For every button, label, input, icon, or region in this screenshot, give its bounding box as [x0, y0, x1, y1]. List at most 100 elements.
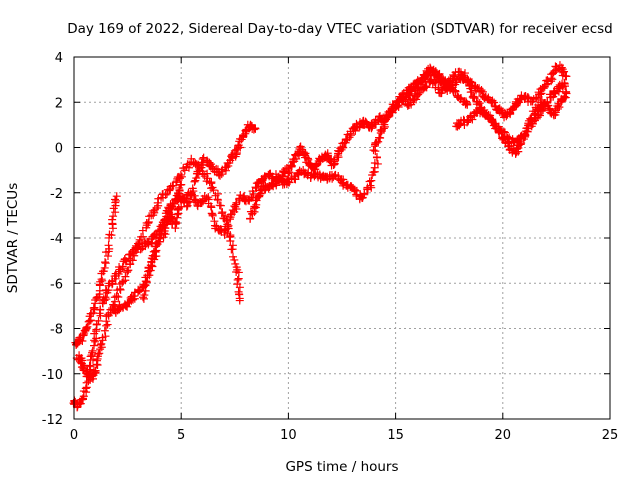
data-point-marker	[96, 305, 105, 314]
data-point-marker	[295, 166, 304, 175]
data-point-marker	[112, 192, 121, 201]
data-point-marker	[398, 90, 407, 99]
data-point-marker	[228, 245, 237, 254]
y-tick-label: -8	[50, 323, 63, 338]
data-point-marker	[463, 100, 472, 109]
data-point-marker	[121, 272, 130, 281]
data-point-marker	[88, 346, 97, 355]
data-point-marker	[171, 217, 180, 226]
data-point-marker	[562, 89, 571, 98]
data-point-marker	[461, 76, 470, 85]
data-marks	[69, 61, 571, 412]
series-track-5	[139, 153, 382, 303]
data-point-marker	[123, 266, 132, 275]
data-point-marker	[169, 199, 178, 208]
data-point-marker	[543, 97, 552, 106]
data-point-marker	[216, 171, 225, 180]
data-point-marker	[177, 172, 186, 181]
data-point-marker	[386, 108, 395, 117]
data-point-marker	[477, 86, 486, 95]
data-point-marker	[516, 132, 525, 141]
data-point-marker	[101, 258, 110, 267]
data-point-marker	[222, 163, 231, 172]
y-tick-label: -2	[50, 187, 63, 202]
data-point-marker	[511, 99, 520, 108]
data-point-marker	[108, 276, 117, 285]
data-point-marker	[86, 352, 95, 361]
data-point-marker	[372, 153, 381, 162]
data-point-marker	[111, 196, 120, 205]
data-point-marker	[199, 170, 208, 179]
x-axis-label: GPS time / hours	[285, 459, 398, 475]
data-point-marker	[95, 349, 104, 358]
data-point-marker	[105, 244, 114, 253]
data-point-marker	[488, 96, 497, 105]
data-point-marker	[161, 224, 170, 233]
y-tick-label: -6	[50, 277, 63, 292]
data-point-marker	[96, 340, 105, 349]
data-point-marker	[94, 349, 103, 358]
data-point-marker	[367, 176, 376, 185]
data-point-marker	[555, 103, 564, 112]
data-point-marker	[362, 118, 371, 127]
data-point-marker	[104, 241, 113, 250]
data-point-marker	[225, 158, 234, 167]
x-tick-labels: 0 5 10 15 20 25	[70, 428, 618, 443]
data-point-marker	[116, 285, 125, 294]
y-tick-label: 4	[55, 51, 63, 66]
data-point-marker	[421, 78, 430, 87]
data-point-marker	[234, 274, 243, 283]
data-point-marker	[369, 168, 378, 177]
data-point-marker	[414, 90, 423, 99]
data-point-marker	[467, 87, 476, 96]
data-point-marker	[251, 124, 260, 133]
data-point-marker	[98, 276, 107, 285]
data-point-marker	[97, 339, 106, 348]
data-point-marker	[465, 81, 474, 90]
data-point-marker	[468, 115, 477, 124]
x-tick-label: 20	[495, 428, 512, 443]
data-point-marker	[82, 324, 91, 333]
data-point-marker	[118, 262, 127, 271]
data-point-marker	[128, 256, 137, 265]
data-point-marker	[108, 215, 117, 224]
data-point-marker	[213, 196, 222, 205]
data-point-marker	[92, 320, 101, 329]
data-point-marker	[473, 97, 482, 106]
x-tick-label: 5	[177, 428, 185, 443]
data-point-marker	[101, 332, 110, 341]
data-point-marker	[114, 292, 123, 301]
x-tick-label: 25	[602, 428, 619, 443]
data-point-marker	[360, 190, 369, 199]
chart-title: Day 169 of 2022, Sidereal Day-to-day VTE…	[67, 21, 613, 37]
data-point-marker	[235, 296, 244, 305]
data-point-marker	[429, 65, 438, 74]
data-point-marker	[139, 282, 148, 291]
series-track-1	[71, 192, 121, 349]
data-point-marker	[144, 219, 153, 228]
data-point-marker	[524, 121, 533, 130]
data-point-marker	[102, 295, 111, 304]
data-point-marker	[176, 170, 185, 179]
x-tick-label: 15	[387, 428, 404, 443]
data-point-marker	[345, 133, 354, 142]
data-point-marker	[83, 322, 92, 331]
data-point-marker	[112, 292, 121, 301]
data-point-marker	[246, 120, 255, 129]
data-point-marker	[92, 334, 101, 343]
data-point-marker	[105, 230, 114, 239]
data-point-marker	[562, 72, 571, 81]
data-point-marker	[226, 237, 235, 246]
data-point-marker	[365, 177, 374, 186]
data-point-marker	[94, 316, 103, 325]
data-point-marker	[190, 177, 199, 186]
data-point-marker	[234, 142, 243, 151]
data-point-marker	[76, 399, 85, 408]
data-point-marker	[339, 143, 348, 152]
data-point-marker	[250, 202, 259, 211]
y-tick-label: -10	[42, 368, 63, 383]
data-point-marker	[490, 98, 499, 107]
data-point-marker	[134, 239, 143, 248]
data-point-marker	[148, 262, 157, 271]
data-point-marker	[125, 260, 134, 269]
